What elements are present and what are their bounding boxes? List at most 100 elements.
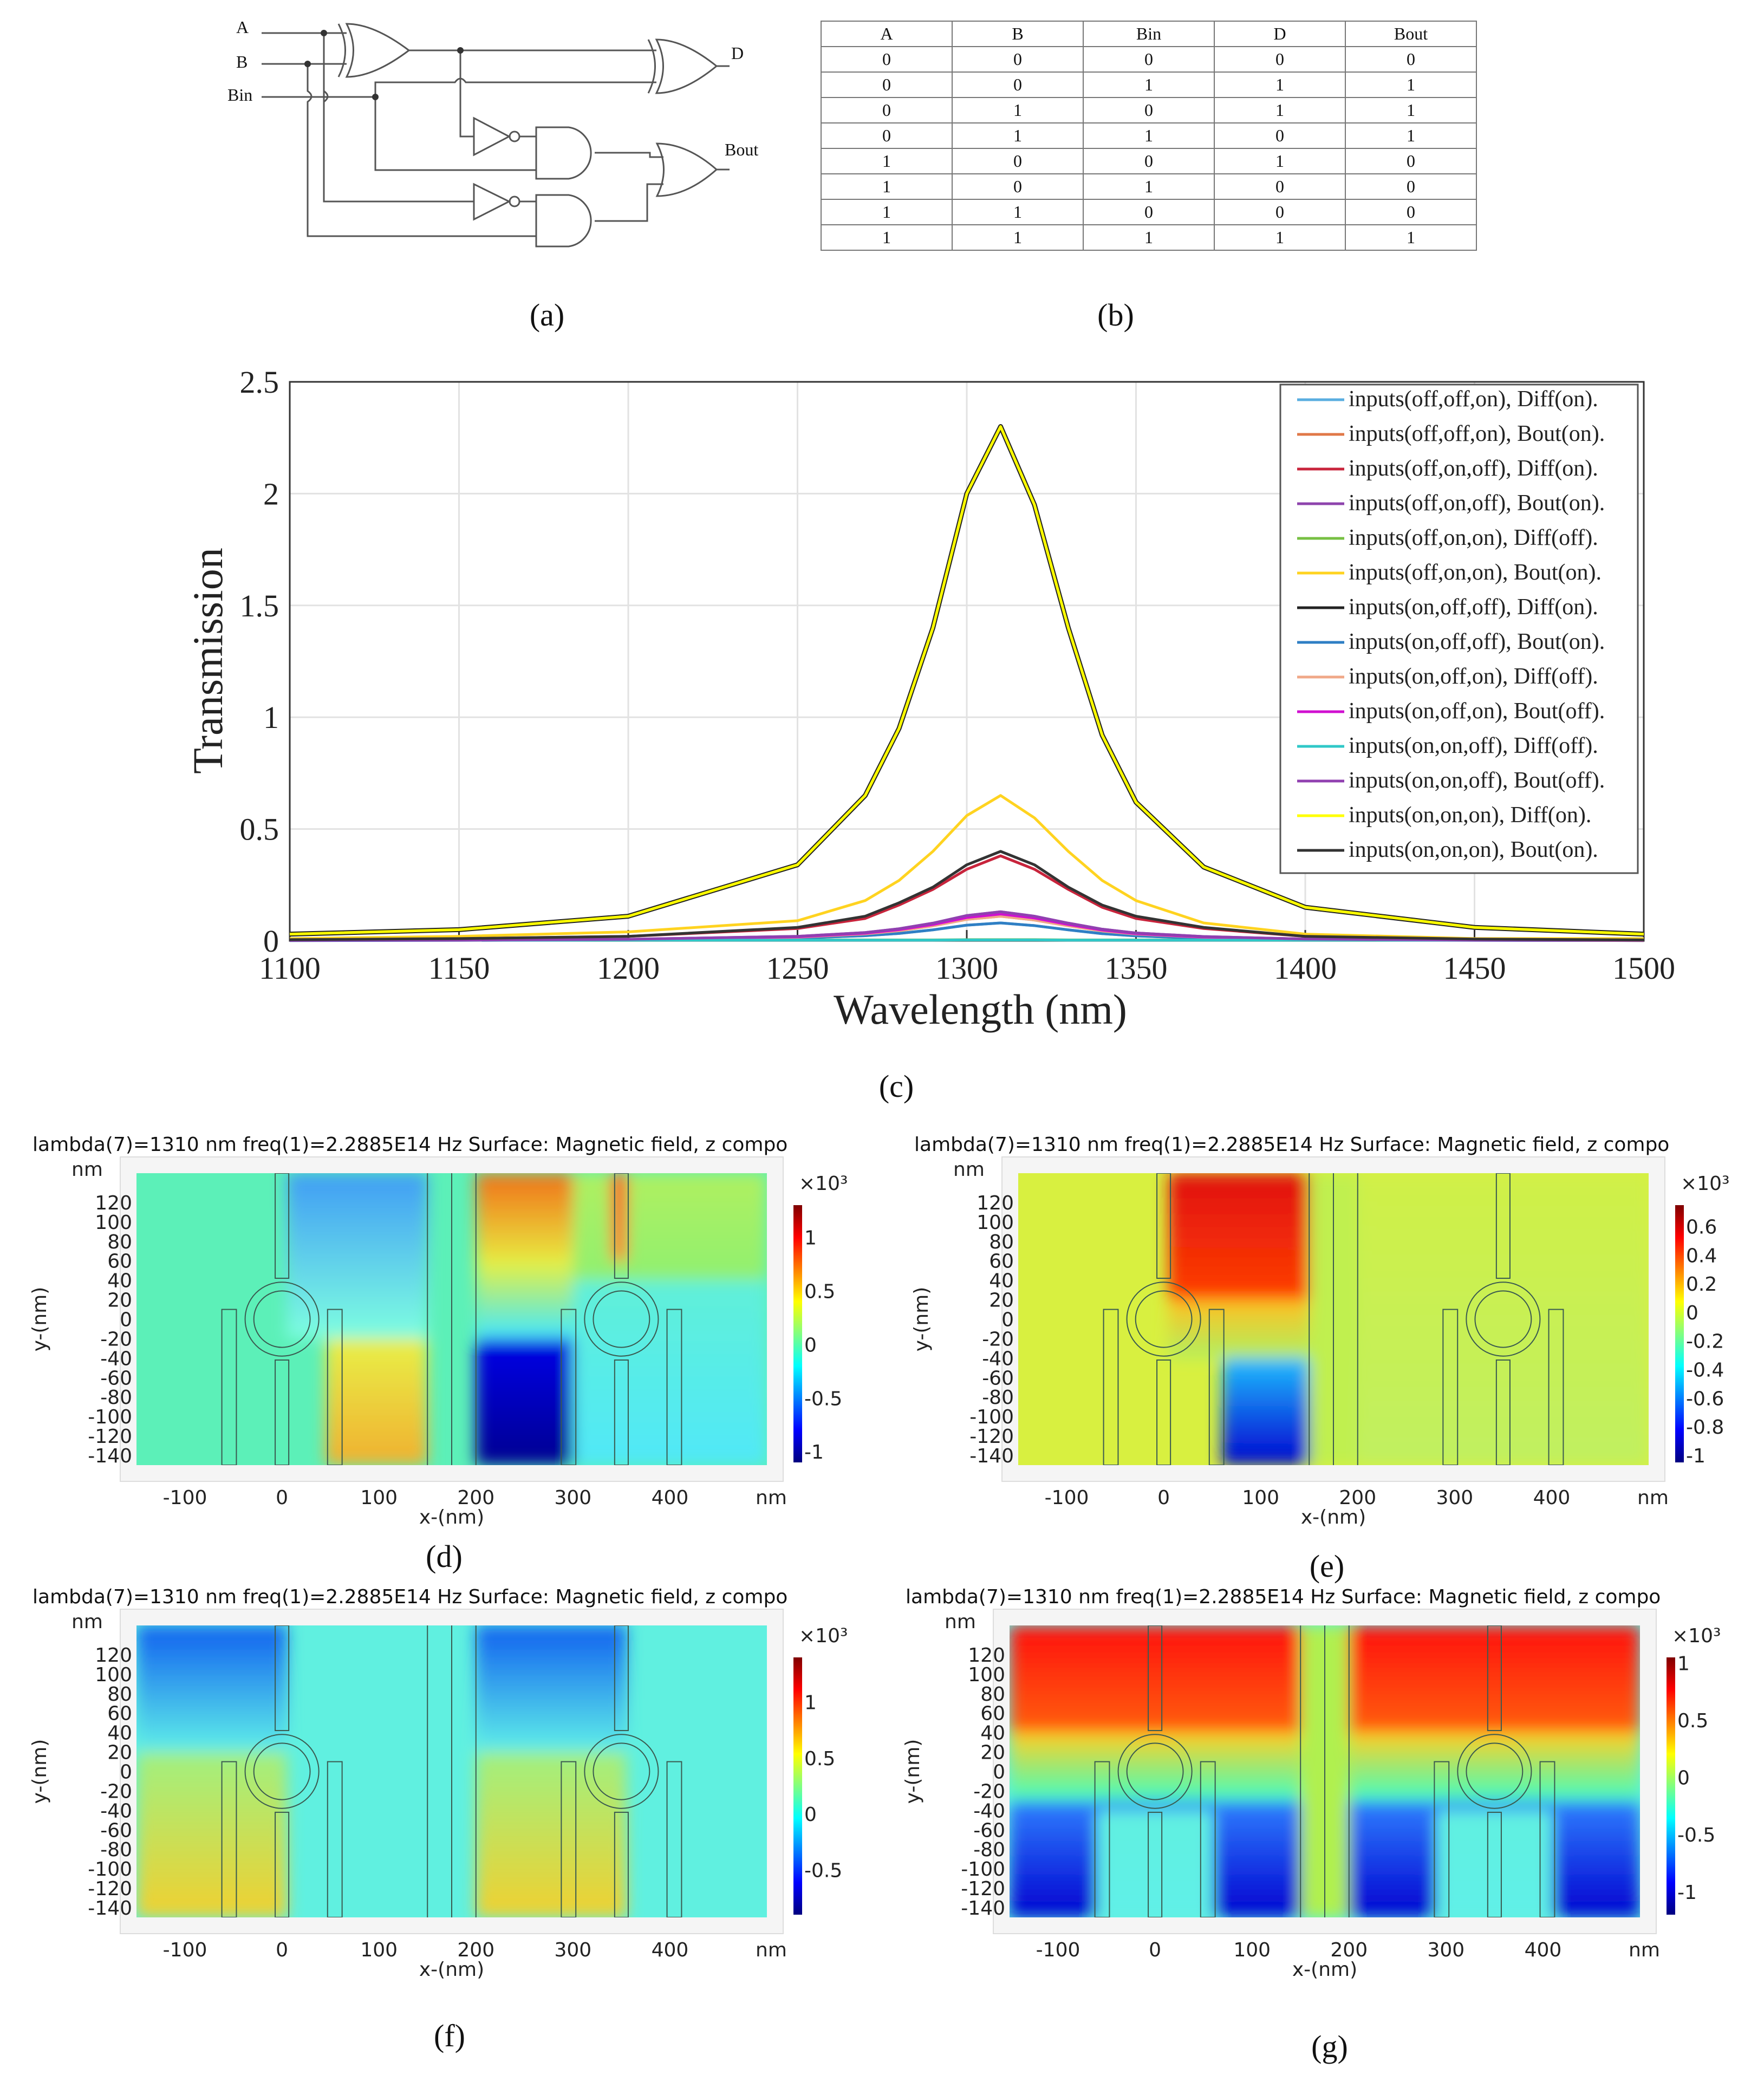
y-tick-label: -40	[100, 1800, 132, 1822]
y-tick-label: 60	[107, 1251, 132, 1273]
x-tick-label: 200	[1330, 1939, 1368, 1961]
colorbar	[1675, 1205, 1684, 1462]
y-tick-label: -80	[100, 1387, 132, 1409]
x-tick-label: 400	[652, 1939, 689, 1961]
x-tick-label: 1450	[1443, 951, 1506, 986]
x-tick-label: 100	[1242, 1487, 1279, 1509]
y-tick-label: -100	[969, 1406, 1014, 1428]
panel-title: lambda(7)=1310 nm freq(1)=2.2885E14 Hz S…	[32, 1586, 788, 1608]
table-cell: 0	[1083, 97, 1215, 123]
colorbar-tick-label: -0.2	[1686, 1331, 1724, 1353]
y-tick-label: -60	[982, 1367, 1014, 1389]
subfigure-label-f: (f)	[434, 2018, 465, 2053]
series-line	[289, 794, 1644, 940]
table-cell: 0	[821, 122, 953, 149]
x-unit-label: nm	[756, 1487, 787, 1509]
y-tick-label: 100	[95, 1212, 132, 1234]
table-cell: 0	[1083, 148, 1215, 174]
colorbar-tick-label: 1	[804, 1227, 817, 1249]
table-cell: 0	[1345, 199, 1477, 225]
x-axis-label: x-(nm)	[1292, 1959, 1357, 1981]
y-tick-label: 100	[95, 1664, 132, 1686]
colorbar-tick-label: 0.4	[1686, 1245, 1717, 1267]
not-gate-2	[473, 183, 511, 221]
device-geometry	[1094, 1625, 1555, 1917]
y-tick-label: -100	[961, 1858, 1005, 1881]
subfigure-label-a: (a)	[529, 297, 565, 333]
y-tick-label: -20	[982, 1328, 1014, 1350]
subtractor-circuit-diagram	[262, 23, 730, 248]
field-heatmap: -100 0 100 200 300 400120100806040200-20-40-6…	[29, 1609, 848, 1981]
field-map-e: lambda(7)=1310 nm freq(1)=2.2885E14 Hz S…	[903, 1134, 1759, 1536]
y-tick-label: 2.5	[240, 365, 279, 400]
column-header: B	[952, 21, 1084, 47]
field-heatmap: -100 0 100 200 300 400120100806040200-20-40-6…	[910, 1156, 1729, 1528]
legend-entry: inputs(off,on,on), Diff(off).	[1349, 525, 1598, 550]
y-tick-label: 0	[993, 1761, 1005, 1784]
input-label-b: B	[236, 52, 248, 71]
field-region	[572, 1173, 767, 1280]
field-region	[287, 1173, 428, 1339]
y-tick-label: 40	[107, 1722, 132, 1745]
x-axis-label: Wavelength (nm)	[834, 986, 1127, 1033]
y-tick-label: 20	[980, 1742, 1005, 1764]
legend-entry: inputs(on,off,on), Diff(off).	[1349, 664, 1598, 689]
field-heatmap: -100 0 100 200 300 400120100806040200-20-40-6…	[29, 1156, 848, 1528]
legend: inputs(off,off,on), Diff(on). inputs(off,…	[1279, 383, 1639, 874]
y-tick-label: -140	[969, 1445, 1014, 1467]
x-tick-label: 300	[1427, 1939, 1464, 1961]
table-cell: 0	[1345, 46, 1477, 73]
field-region	[476, 1752, 627, 1917]
y-tick-label: 80	[980, 1683, 1005, 1706]
y-tick-label: -60	[973, 1819, 1005, 1842]
x-tick-label: 1400	[1274, 951, 1337, 986]
colorbar-scale: ×10³	[799, 1173, 848, 1195]
x-tick-label: 100	[360, 1487, 398, 1509]
colorbar-tick-label: -1	[1686, 1445, 1706, 1467]
y-axis-label: y-(nm)	[29, 1287, 51, 1352]
table-cell: 1	[821, 224, 953, 251]
field-region	[611, 1173, 627, 1261]
y-tick-label: -140	[88, 1897, 132, 1920]
colorbar-tick-label: 0	[1677, 1767, 1690, 1790]
field-region	[136, 1625, 287, 1752]
subfigure-label-g: (g)	[1311, 2029, 1348, 2064]
y-tick-label: 40	[107, 1270, 132, 1292]
y-tick-label: 20	[107, 1290, 132, 1312]
legend-entry: inputs(on,on,off), Diff(off).	[1349, 733, 1598, 758]
y-tick-label: 60	[989, 1251, 1014, 1273]
legend-entry: inputs(on,on,on), Diff(on).	[1349, 803, 1591, 828]
colorbar	[793, 1205, 802, 1462]
x-tick-label: 100	[360, 1939, 398, 1961]
x-tick-label: 1250	[766, 951, 829, 986]
colorbar-tick-label: 0.6	[1686, 1217, 1717, 1239]
field-map-g: lambda(7)=1310 nm freq(1)=2.2885E14 Hz S…	[895, 1586, 1750, 1988]
x-tick-label: 300	[554, 1487, 591, 1509]
table-cell: 1	[1345, 71, 1477, 98]
colorbar-scale: ×10³	[1672, 1625, 1721, 1647]
truth-table-header: A B Bin D Bout	[821, 21, 1477, 47]
y-tick-label: -20	[100, 1328, 132, 1350]
x-tick-label: 400	[1525, 1939, 1562, 1961]
legend-entry: inputs(off,off,on), Bout(on).	[1349, 421, 1605, 446]
colorbar-scale: ×10³	[799, 1625, 848, 1647]
x-tick-label: -100	[1045, 1487, 1089, 1509]
y-tick-label: -80	[973, 1839, 1005, 1861]
x-axis-label: x-(nm)	[419, 1959, 484, 1981]
input-label-a: A	[236, 17, 249, 37]
device-geometry	[221, 1173, 682, 1465]
field-region	[326, 1338, 428, 1465]
x-tick-label: 1200	[597, 951, 660, 986]
y-tick-label: -100	[88, 1406, 132, 1428]
x-tick-label: 200	[457, 1487, 494, 1509]
subfigure-label-b: (b)	[1097, 297, 1134, 333]
table-cell: 1	[1345, 224, 1477, 251]
table-cell: 0	[1083, 46, 1215, 73]
y-tick-label: 1	[263, 700, 279, 735]
colorbar-tick-label: -0.5	[804, 1859, 842, 1882]
legend-entry: inputs(off,on,off), Diff(on).	[1349, 456, 1598, 481]
